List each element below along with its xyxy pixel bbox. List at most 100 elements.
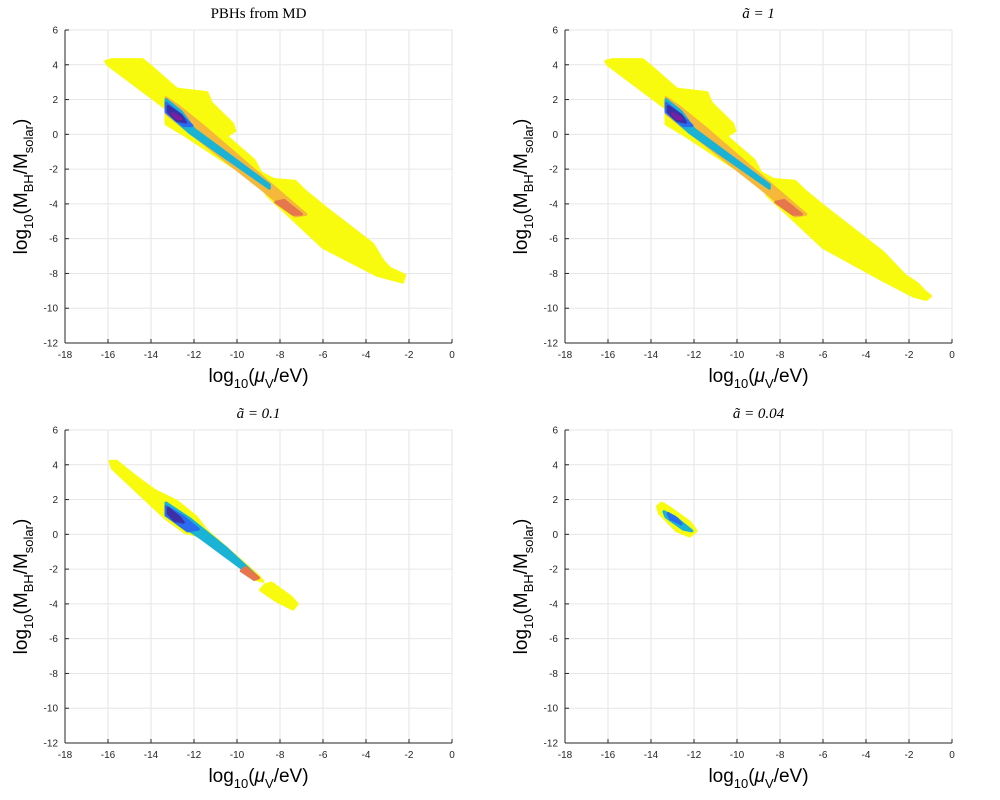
x-tick-label: -2 — [405, 750, 414, 761]
x-tick-label: -14 — [144, 350, 159, 361]
y-tick-label: 0 — [52, 530, 58, 541]
x-tick-label: -6 — [819, 350, 828, 361]
x-tick-label: -18 — [58, 750, 73, 761]
x-tick-label: -10 — [730, 350, 745, 361]
contour-blue-core — [666, 512, 683, 526]
y-tick-label: 4 — [552, 60, 558, 71]
grid — [564, 429, 953, 744]
y-tick-label: 0 — [552, 130, 558, 141]
y-tick-label: 2 — [52, 495, 58, 506]
y-tick-label: -10 — [44, 704, 59, 715]
x-tick-label: -6 — [319, 350, 328, 361]
y-tick-label: 2 — [52, 95, 58, 106]
x-tick-label: -6 — [319, 750, 328, 761]
y-tick-label: -4 — [49, 199, 58, 210]
y-tick-label: -8 — [549, 669, 558, 680]
y-axis-label: log10(MBH/Msolar) — [511, 519, 536, 655]
x-tick-label: -4 — [862, 350, 871, 361]
x-tick-label: -8 — [276, 750, 285, 761]
x-tick-label: -14 — [644, 350, 659, 361]
axes-background — [565, 430, 952, 743]
x-tick-label: -10 — [730, 750, 745, 761]
x-tick-label: -12 — [687, 750, 702, 761]
x-tick-label: -4 — [362, 750, 371, 761]
y-tick-label: -6 — [549, 234, 558, 245]
y-tick-label: -4 — [549, 599, 558, 610]
contour-purple-core — [171, 112, 183, 121]
panel-pbhs-from-md: -18 -16 -14 -12 -10 -8 -6 -4 -2 0 -12 -10 -8 -6 -4 -2 0 2… — [11, 6, 455, 391]
contour-regions — [656, 501, 698, 538]
y-tick-label: -4 — [549, 199, 558, 210]
x-tick-label: -14 — [644, 750, 659, 761]
contour-regions — [604, 58, 932, 301]
x-tick-label: -18 — [58, 350, 73, 361]
y-tick-label: -12 — [544, 339, 559, 350]
panel-a-tilde-0-04: -18 -16 -14 -12 -10 -8 -6 -4 -2 0 -12 -10 -8 -6 -4 -2 0 2… — [511, 406, 955, 791]
y-axis-label: log10(MBH/Msolar) — [11, 119, 36, 255]
x-tick-label: -2 — [905, 350, 914, 361]
panel-title: ã = 0.04 — [733, 406, 785, 422]
x-axis-label: log10(μV/eV) — [708, 366, 808, 391]
y-tick-label: -10 — [44, 304, 59, 315]
y-tick-label: 0 — [52, 130, 58, 141]
x-axis-label: log10(μV/eV) — [708, 766, 808, 791]
y-tick-label: 4 — [552, 460, 558, 471]
contour-orange-red-tip — [774, 198, 803, 216]
y-tick-label: -8 — [49, 669, 58, 680]
y-tick-label: -6 — [49, 234, 58, 245]
y-tick-label: 6 — [52, 26, 58, 37]
panel-title: ã = 0.1 — [237, 406, 281, 422]
contour-dark-blue-core — [166, 506, 185, 524]
panel-title: ã = 1 — [742, 6, 775, 22]
x-tick-label: 0 — [449, 350, 455, 361]
contour-orange-red-tip — [274, 198, 303, 216]
contour-regions — [108, 459, 299, 611]
panel-a-tilde-1: -18 -16 -14 -12 -10 -8 -6 -4 -2 0 -12 -10 -8 -6 -4 -2 0 2… — [511, 6, 955, 391]
y-axis-label: log10(MBH/Msolar) — [511, 119, 536, 255]
y-tick-label: -6 — [49, 634, 58, 645]
x-tick-label: -4 — [862, 750, 871, 761]
y-tick-label: -2 — [49, 165, 58, 176]
contour-purple-core — [671, 112, 683, 121]
x-tick-label: -14 — [144, 750, 159, 761]
x-tick-label: -8 — [776, 750, 785, 761]
x-tick-label: -6 — [819, 750, 828, 761]
y-tick-label: -2 — [549, 565, 558, 576]
y-tick-label: 4 — [52, 60, 58, 71]
x-tick-label: -12 — [187, 350, 202, 361]
x-tick-label: -4 — [362, 350, 371, 361]
x-tick-label: -16 — [101, 750, 116, 761]
x-tick-label: -2 — [905, 750, 914, 761]
y-tick-label: 4 — [52, 460, 58, 471]
contour-orange-red-tip — [239, 565, 260, 581]
x-tick-label: -16 — [101, 350, 116, 361]
y-tick-label: 6 — [552, 426, 558, 437]
y-tick-label: -8 — [549, 269, 558, 280]
panel-title: PBHs from MD — [211, 6, 307, 22]
y-tick-label: -6 — [549, 634, 558, 645]
y-axis-label: log10(MBH/Msolar) — [11, 519, 36, 655]
y-tick-label: 0 — [552, 530, 558, 541]
x-axis-label: log10(μV/eV) — [208, 366, 308, 391]
y-tick-label: 2 — [552, 495, 558, 506]
x-tick-label: 0 — [949, 750, 955, 761]
x-axis-label: log10(μV/eV) — [208, 766, 308, 791]
x-tick-label: 0 — [449, 750, 455, 761]
y-tick-label: -8 — [49, 269, 58, 280]
x-tick-label: -18 — [558, 750, 573, 761]
contour-tail-blob — [259, 581, 299, 611]
y-tick-label: -12 — [44, 339, 59, 350]
y-tick-label: -10 — [544, 704, 559, 715]
y-tick-label: -12 — [544, 739, 559, 750]
x-tick-label: -2 — [405, 350, 414, 361]
y-tick-label: -2 — [549, 165, 558, 176]
y-tick-label: -4 — [49, 599, 58, 610]
x-tick-label: -16 — [601, 750, 616, 761]
y-tick-label: 6 — [52, 426, 58, 437]
x-tick-label: -18 — [558, 350, 573, 361]
x-tick-label: -10 — [230, 350, 245, 361]
y-tick-label: 6 — [552, 26, 558, 37]
y-tick-label: 2 — [552, 95, 558, 106]
x-tick-label: -12 — [187, 750, 202, 761]
x-tick-label: -10 — [230, 750, 245, 761]
